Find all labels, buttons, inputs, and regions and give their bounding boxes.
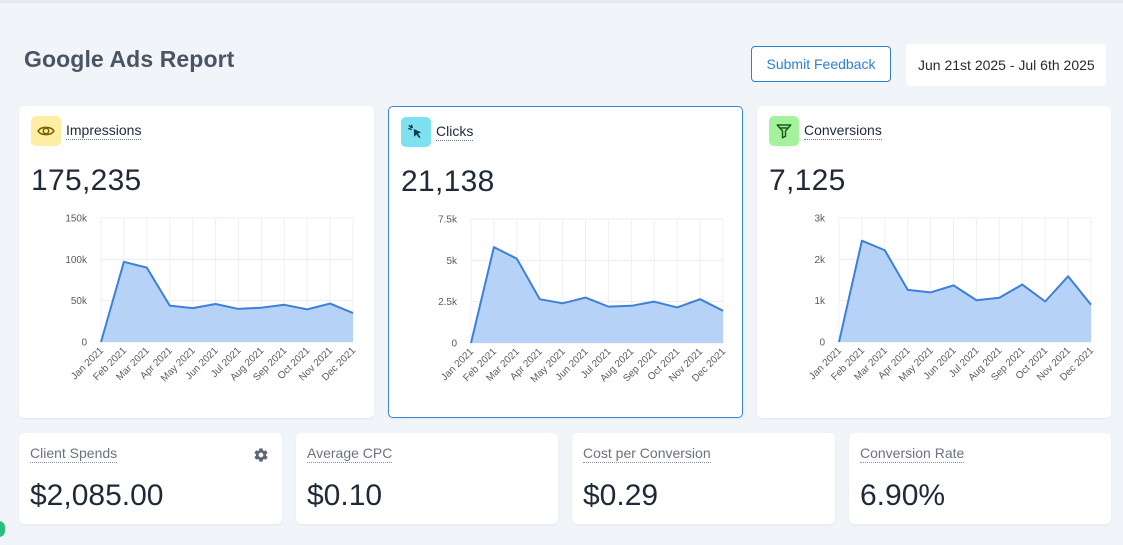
top-border [0, 0, 1123, 3]
impressions-header: Impressions [31, 116, 142, 146]
y-tick-label: 3k [814, 214, 826, 225]
area-fill [101, 261, 353, 342]
y-tick-label: 150k [65, 214, 88, 225]
y-tick-label: 0 [451, 339, 457, 350]
average-cpc-label[interactable]: Average CPC [307, 445, 393, 463]
date-range-picker[interactable]: Jun 21st 2025 - Jul 6th 2025 [906, 44, 1106, 86]
conversions-card: Conversions 7,125 3k 2k 1k 0 Jan 2021 Feb 202… [757, 106, 1111, 418]
conversions-header: Conversions [769, 116, 882, 146]
clicks-label[interactable]: Clicks [436, 123, 474, 141]
y-tick-label: 100k [65, 255, 88, 266]
area-fill [471, 247, 723, 343]
y-tick-label: 1k [814, 296, 826, 307]
funnel-icon [769, 116, 799, 146]
client-spends-card: Client Spends $2,085.00 [19, 433, 282, 524]
gear-icon[interactable] [253, 447, 269, 463]
y-tick-label: 7.5k [438, 215, 458, 226]
conversions-value: 7,125 [769, 164, 846, 197]
conversion-rate-label[interactable]: Conversion Rate [860, 445, 965, 463]
clicks-header: Clicks [401, 117, 474, 147]
average-cpc-card: Average CPC $0.10 [296, 433, 558, 524]
submit-feedback-button[interactable]: Submit Feedback [751, 46, 891, 82]
cost-per-conversion-card: Cost per Conversion $0.29 [572, 433, 835, 524]
y-tick-label: 0 [81, 338, 87, 349]
impressions-label[interactable]: Impressions [66, 122, 142, 140]
impressions-value: 175,235 [31, 164, 142, 197]
clicks-value: 21,138 [401, 165, 495, 198]
cost-per-conversion-label[interactable]: Cost per Conversion [583, 445, 711, 463]
y-tick-label: 50k [71, 296, 88, 307]
y-tick-label: 5k [446, 256, 458, 267]
average-cpc-value: $0.10 [307, 479, 383, 512]
page-title: Google Ads Report [24, 46, 235, 72]
client-spends-label[interactable]: Client Spends [30, 445, 118, 463]
y-tick-label: 0 [819, 338, 825, 349]
y-tick-label: 2k [814, 255, 826, 266]
conversion-rate-card: Conversion Rate 6.90% [849, 433, 1111, 524]
clicks-card: Clicks 21,138 7.5k 5k 2.5k 0 Jan 2021 Feb 202… [388, 106, 743, 418]
y-tick-label: 2.5k [438, 297, 458, 308]
cursor-click-icon [401, 117, 431, 147]
impressions-card: Impressions 175,235 150k 100k 50k 0 Jan 2021… [19, 106, 374, 418]
area-fill [839, 240, 1091, 342]
eye-icon [31, 116, 61, 146]
series-line [470, 246, 724, 344]
chat-widget-button[interactable] [0, 521, 5, 537]
client-spends-value: $2,085.00 [30, 479, 164, 512]
conversions-label[interactable]: Conversions [804, 122, 882, 140]
series-line [838, 239, 1092, 343]
series-line [100, 260, 354, 343]
cost-per-conversion-value: $0.29 [583, 479, 659, 512]
conversion-rate-value: 6.90% [860, 479, 946, 512]
